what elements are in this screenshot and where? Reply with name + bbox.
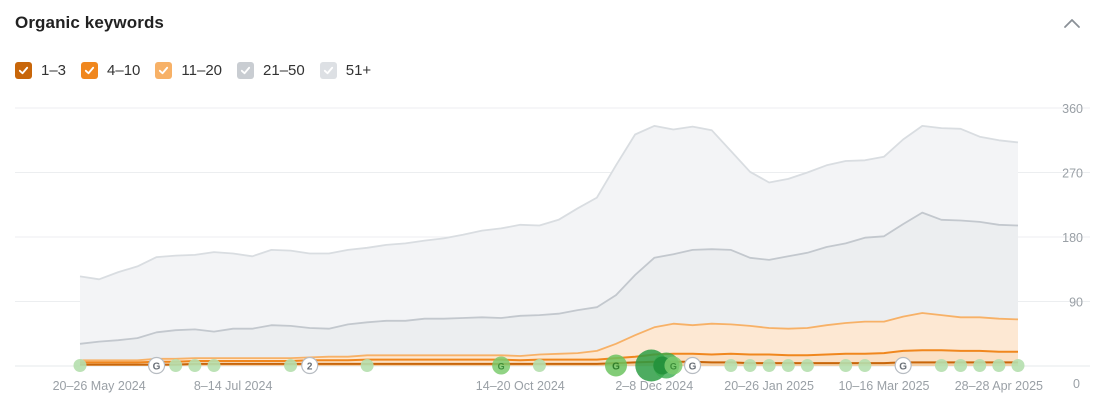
google-update-marker (683, 356, 702, 375)
x-tick-label: 2–8 Dec 2024 (615, 379, 693, 393)
legend-item-11-20[interactable]: 11–20 (155, 61, 223, 79)
x-tick-label: 20–26 May 2024 (53, 379, 146, 393)
checkmark-icon (159, 66, 169, 74)
checkbox-icon[interactable] (237, 61, 255, 79)
legend-item-51-plus[interactable]: 51+ (319, 61, 372, 79)
checkbox-icon[interactable] (155, 61, 173, 79)
google-update-marker (492, 356, 511, 375)
event-marker (954, 359, 968, 372)
google-update-marker (605, 354, 627, 377)
area-21–50 (80, 212, 1018, 361)
legend-item-1-3[interactable]: 1–3 (15, 61, 67, 79)
google-icon: G (612, 362, 620, 373)
google-update-marker (147, 356, 166, 375)
y-tick-label: 180 (1062, 231, 1083, 245)
event-marker (532, 359, 546, 372)
series-line-4–10 (80, 349, 1018, 364)
google-icon: G (689, 362, 697, 373)
event-marker (839, 359, 853, 372)
event-marker (1011, 359, 1025, 372)
event-marker (934, 359, 948, 372)
area-11–20 (80, 313, 1018, 363)
legend-label: 4–10 (107, 61, 141, 79)
x-tick-label: 14–20 Oct 2024 (476, 379, 565, 393)
checkmark-icon (18, 66, 29, 74)
collapse-button[interactable] (1060, 12, 1084, 36)
google-update-marker (664, 356, 683, 375)
google-icon: G (899, 362, 907, 373)
event-marker (724, 359, 738, 372)
event-marker (360, 359, 374, 372)
checkbox-icon[interactable] (81, 61, 99, 79)
x-tick-label: 8–14 Jul 2024 (194, 379, 273, 393)
series-line-51+ (79, 125, 1019, 281)
y-tick-label: 360 (1062, 102, 1083, 116)
event-marker (207, 359, 221, 372)
google-update-marker (894, 356, 912, 375)
legend-label: 51+ (345, 61, 372, 79)
event-marker (188, 359, 202, 372)
legend-item-21-50[interactable]: 21–50 (237, 61, 305, 79)
checkmark-icon (240, 66, 251, 74)
series-line-11–20 (80, 312, 1019, 362)
event-marker (743, 359, 757, 372)
google-icon: G (153, 362, 161, 373)
event-marker (73, 359, 87, 372)
legend-label: 11–20 (181, 61, 223, 79)
legend-label: 21–50 (263, 61, 305, 79)
card-title: Organic keywords (15, 13, 164, 32)
event-marker (992, 359, 1006, 372)
y-tick-label: 270 (1062, 167, 1083, 181)
event-marker (781, 359, 795, 372)
event-marker (858, 359, 872, 372)
x-tick-label: 10–16 Mar 2025 (838, 379, 929, 393)
event-marker (169, 359, 183, 372)
series-line-21–50 (79, 211, 1019, 345)
x-tick-label: 28–28 Apr 2025 (955, 379, 1043, 393)
event-marker (762, 359, 776, 372)
event-marker (800, 359, 814, 372)
google-icon: G (498, 362, 505, 372)
annotation-count: 2 (307, 362, 313, 373)
y-tick-label: 0 (1073, 377, 1080, 391)
x-tick-label: 20–26 Jan 2025 (724, 379, 814, 393)
annotation-count-marker (301, 356, 319, 375)
event-marker (284, 359, 298, 372)
legend-label: 1–3 (41, 61, 67, 79)
checkbox-icon[interactable] (15, 61, 32, 79)
checkbox-icon[interactable] (319, 61, 337, 79)
organic-keywords-chart: 0 90 180 270 360 20–26 May 2024 8–14 Jul 2024 1… (15, 102, 1090, 393)
event-marker (973, 359, 987, 372)
checkmark-icon (323, 66, 333, 74)
google-icon: G (670, 362, 677, 372)
legend: 1–3 4–10 11–20 21–50 51+ (15, 59, 386, 81)
checkmark-icon (84, 66, 95, 74)
legend-item-4-10[interactable]: 4–10 (81, 61, 141, 79)
chevron-up-icon (1064, 19, 1080, 28)
y-tick-label: 90 (1069, 296, 1083, 310)
